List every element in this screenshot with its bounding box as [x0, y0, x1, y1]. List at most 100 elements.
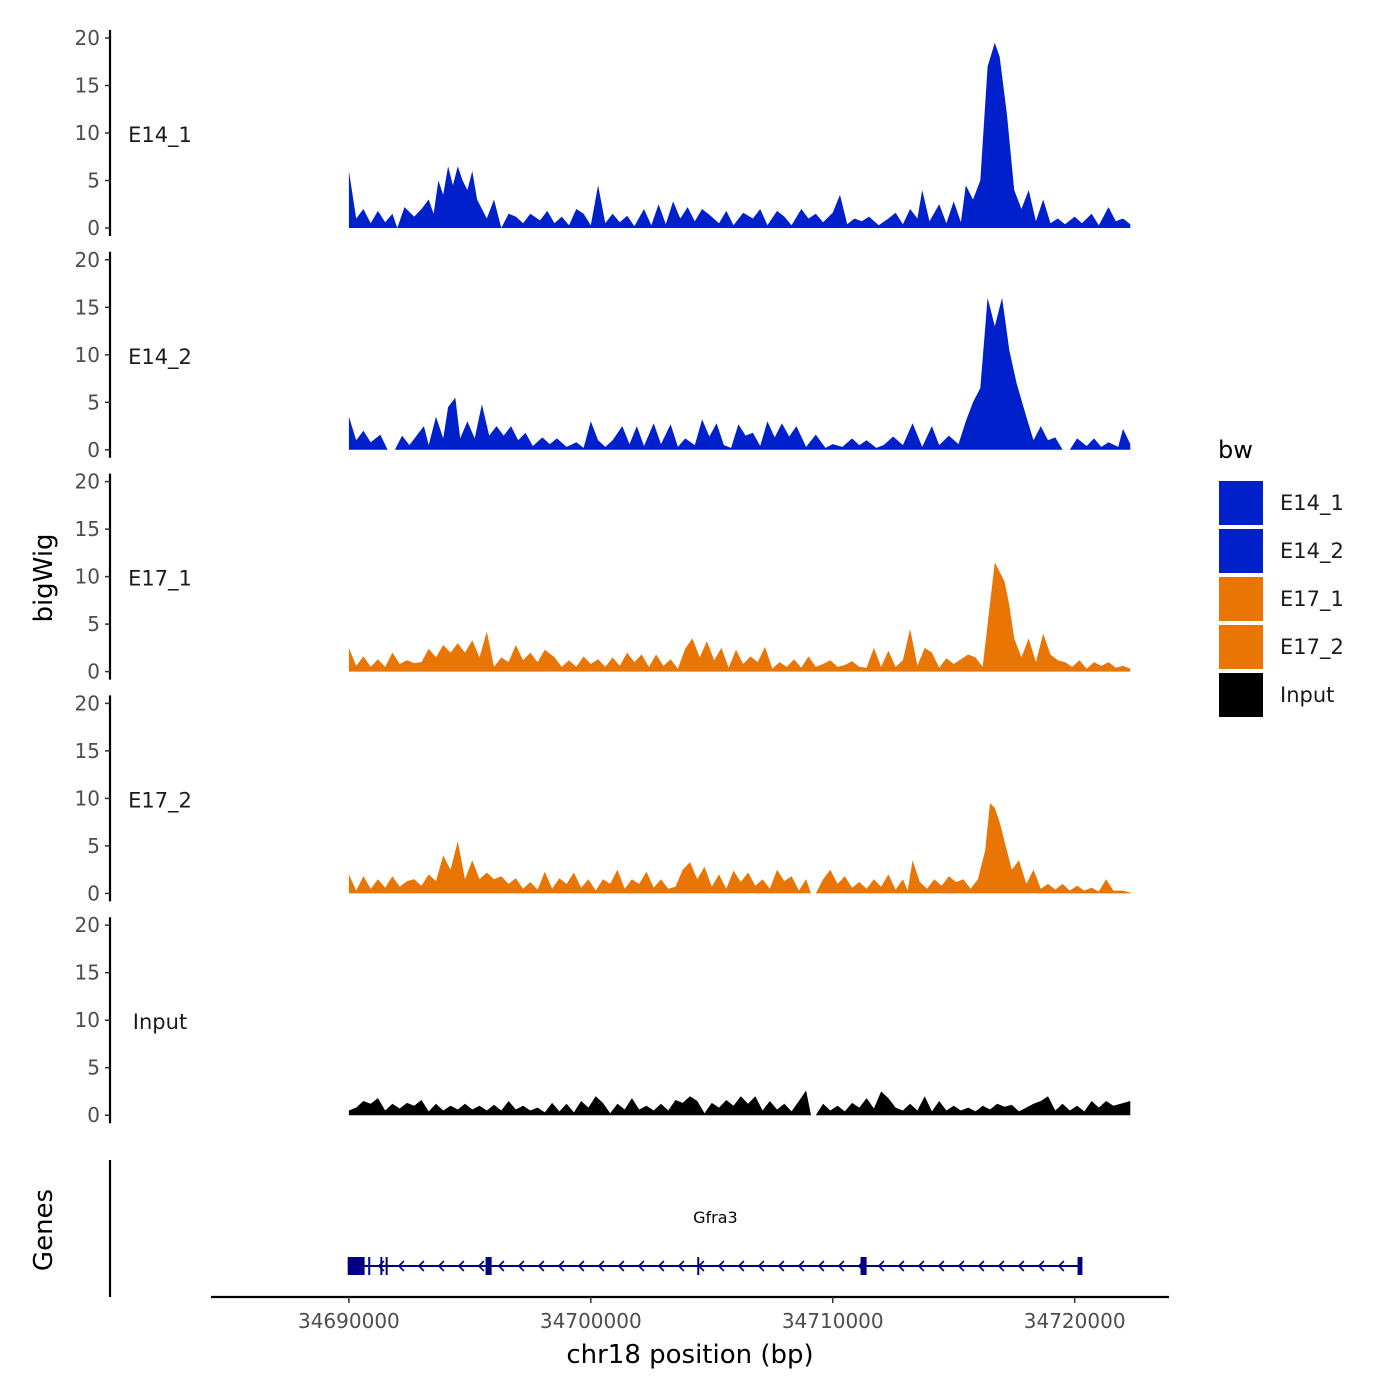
track-label: E14_1 — [128, 123, 192, 148]
coverage-area-Input — [348, 1090, 1131, 1116]
gene-label: Gfra3 — [693, 1208, 738, 1227]
y-tick-label: 10 — [75, 1008, 100, 1032]
track-E17_2: 0 5 10 15 20 E17_2 — [75, 691, 1131, 905]
track-label: E14_2 — [128, 345, 192, 370]
x-tick-label: 34690000 — [298, 1309, 400, 1333]
strand-arrow — [1057, 1260, 1065, 1272]
legend-swatch-E17_2 — [1217, 623, 1265, 671]
strand-arrow — [937, 1260, 945, 1272]
strand-arrow — [877, 1260, 885, 1272]
legend-swatch-Input — [1217, 671, 1265, 719]
strand-arrow — [617, 1260, 625, 1272]
strand-arrow — [557, 1260, 565, 1272]
x-tick-label: 34700000 — [540, 1309, 642, 1333]
coverage-area-E17_1 — [348, 562, 1131, 672]
y-tick-label: 20 — [75, 26, 100, 50]
gene-exon — [1077, 1257, 1083, 1275]
genes-axis-title: Genes — [29, 1189, 59, 1271]
strand-arrow — [997, 1260, 1005, 1272]
track-E14_1: 0 5 10 15 20 E14_1 — [75, 26, 1131, 240]
legend-swatch-E14_1 — [1217, 479, 1265, 527]
gene-exon — [485, 1257, 492, 1275]
gene-exon — [368, 1257, 371, 1275]
strand-arrow — [737, 1260, 745, 1272]
track-label: E17_1 — [128, 567, 192, 592]
strand-arrow — [497, 1260, 505, 1272]
gene-exon — [385, 1257, 388, 1275]
strand-arrow — [957, 1260, 965, 1272]
x-tick-label: 34710000 — [782, 1309, 884, 1333]
y-tick-label: 10 — [75, 121, 100, 145]
y-tick-label: 15 — [75, 74, 100, 98]
legend-label: E14_1 — [1280, 491, 1344, 516]
y-tick-label: 0 — [87, 881, 100, 905]
y-axis-title: bigWig — [29, 533, 59, 622]
track-E14_2: 0 5 10 15 20 E14_2 — [75, 248, 1131, 462]
y-tick-label: 10 — [75, 786, 100, 810]
x-axis-title: chr18 position (bp) — [566, 1340, 813, 1370]
x-tick-label: 34720000 — [1024, 1309, 1126, 1333]
coverage-area-E14_1 — [348, 42, 1131, 228]
strand-arrow — [977, 1260, 985, 1272]
strand-arrow — [777, 1260, 785, 1272]
legend-label: E14_2 — [1280, 539, 1344, 564]
y-tick-label: 20 — [75, 913, 100, 937]
strand-arrow — [437, 1260, 445, 1272]
legend-label: E17_2 — [1280, 635, 1344, 660]
y-tick-label: 20 — [75, 470, 100, 494]
y-tick-label: 15 — [75, 961, 100, 985]
legend-swatch-E14_2 — [1217, 527, 1265, 575]
legend-label: E17_1 — [1280, 587, 1344, 612]
legend-label: Input — [1280, 683, 1334, 707]
legend: bw E14_1 E14_2 E17_1 E17_2 Input — [1217, 436, 1344, 719]
y-tick-label: 15 — [75, 517, 100, 541]
y-tick-label: 15 — [75, 295, 100, 319]
y-tick-label: 0 — [87, 660, 100, 684]
gene-exon — [347, 1257, 365, 1275]
strand-arrow — [457, 1260, 465, 1272]
gene-exon — [380, 1257, 383, 1275]
track-Input: 0 5 10 15 20 Input — [75, 913, 1131, 1127]
legend-swatch-E17_1 — [1217, 575, 1265, 623]
strand-arrow — [897, 1260, 905, 1272]
y-tick-label: 5 — [87, 834, 100, 858]
strand-arrow — [477, 1260, 485, 1272]
genes-layer: Gfra3 — [108, 1160, 1083, 1297]
y-tick-label: 20 — [75, 248, 100, 272]
strand-arrow — [917, 1260, 925, 1272]
strand-arrow — [837, 1260, 845, 1272]
y-tick-label: 5 — [87, 390, 100, 414]
y-tick-label: 5 — [87, 1056, 100, 1080]
strand-arrow — [1017, 1260, 1025, 1272]
strand-arrow — [717, 1260, 725, 1272]
strand-arrow — [537, 1260, 545, 1272]
strand-arrow — [817, 1260, 825, 1272]
strand-arrow — [797, 1260, 805, 1272]
legend-title: bw — [1218, 436, 1253, 464]
tracks-layer: 05101520E14_105101520E14_205101520E17_10… — [75, 26, 1131, 1127]
coverage-area-E17_2 — [348, 803, 1131, 894]
y-tick-label: 0 — [87, 216, 100, 240]
y-tick-label: 0 — [87, 1103, 100, 1127]
strand-arrow — [577, 1260, 585, 1272]
track-E17_1: 0 5 10 15 20 E17_1 — [75, 470, 1131, 684]
strand-arrow — [657, 1260, 665, 1272]
strand-arrow — [597, 1260, 605, 1272]
gene-exon — [697, 1257, 700, 1275]
strand-arrow — [417, 1260, 425, 1272]
strand-arrow — [677, 1260, 685, 1272]
coverage-area-E14_2 — [348, 297, 1131, 450]
gene-exon — [860, 1257, 867, 1275]
x-axis: 34690000 34700000 34710000 34720000 — [211, 1295, 1169, 1333]
strand-arrow — [1037, 1260, 1045, 1272]
strand-arrow — [637, 1260, 645, 1272]
strand-arrow — [757, 1260, 765, 1272]
track-label: E17_2 — [128, 788, 192, 813]
y-tick-label: 0 — [87, 438, 100, 462]
strand-arrow — [517, 1260, 525, 1272]
y-tick-label: 10 — [75, 565, 100, 589]
y-tick-label: 15 — [75, 739, 100, 763]
y-tick-label: 10 — [75, 343, 100, 367]
y-tick-label: 5 — [87, 612, 100, 636]
